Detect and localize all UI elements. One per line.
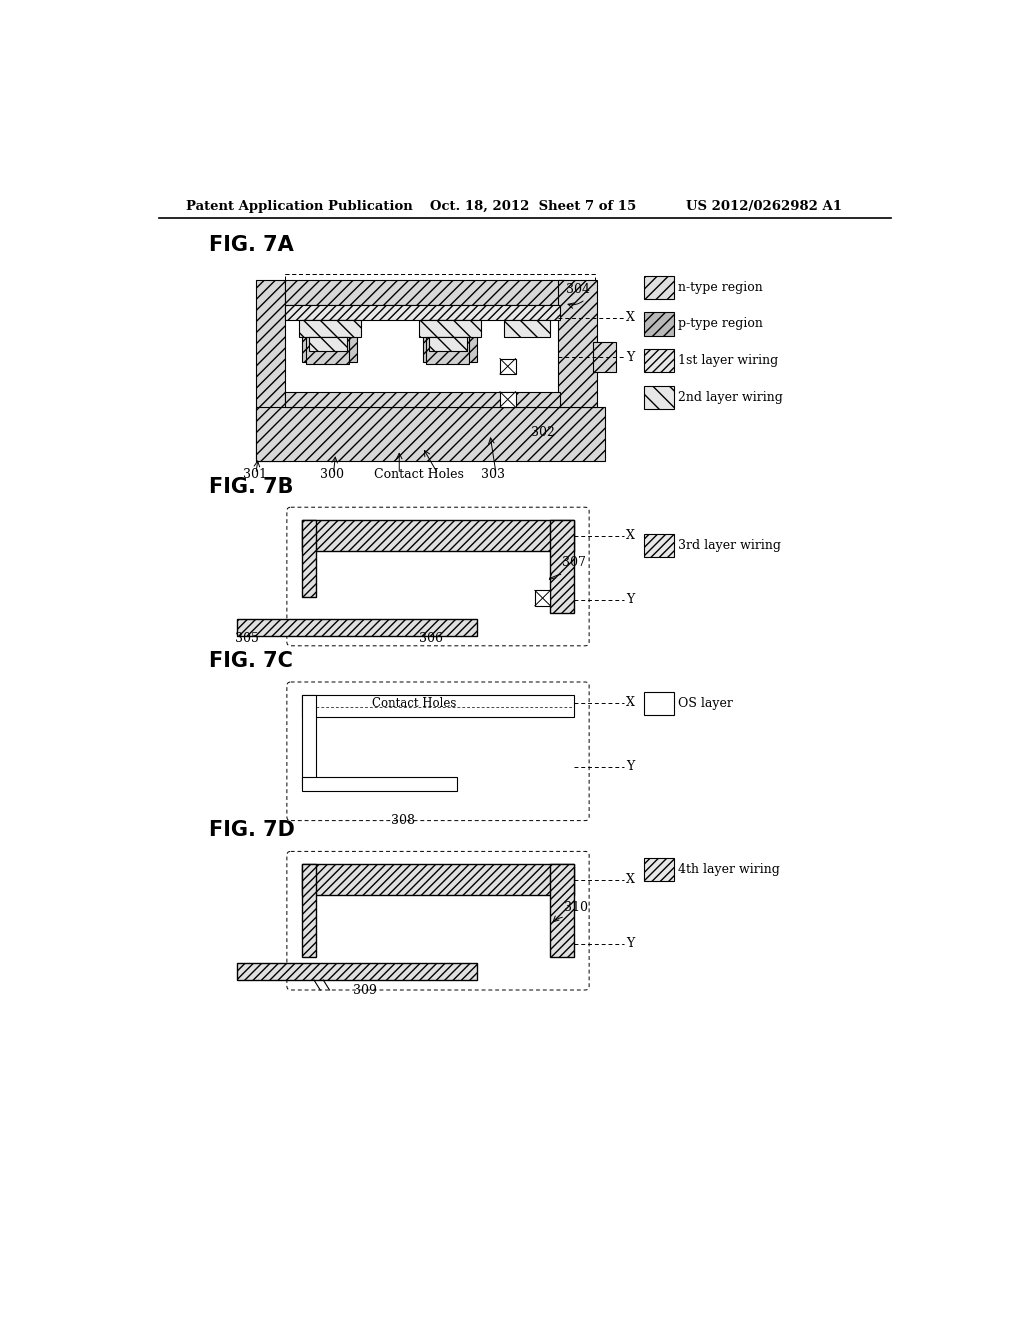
Bar: [558, 280, 597, 407]
Text: 307: 307: [562, 557, 586, 569]
Text: Y: Y: [627, 593, 635, 606]
Text: FIG. 7D: FIG. 7D: [209, 820, 295, 840]
Bar: [286, 305, 560, 321]
Text: X: X: [627, 529, 635, 543]
Text: 309: 309: [352, 983, 377, 997]
Text: 305: 305: [234, 632, 259, 645]
Text: FIG. 7C: FIG. 7C: [209, 651, 293, 671]
Bar: [593, 342, 616, 372]
Text: X: X: [627, 696, 635, 709]
Text: FIG. 7B: FIG. 7B: [209, 478, 293, 498]
Text: Patent Application Publication: Patent Application Publication: [186, 199, 413, 213]
Bar: [500, 359, 515, 374]
Text: 3rd layer wiring: 3rd layer wiring: [678, 539, 781, 552]
Bar: [302, 696, 573, 717]
Text: US 2012/0262982 A1: US 2012/0262982 A1: [686, 199, 842, 213]
Bar: [237, 964, 477, 979]
Text: 301: 301: [243, 469, 266, 480]
Text: Y: Y: [627, 351, 635, 363]
Bar: [237, 619, 477, 636]
Bar: [500, 392, 515, 407]
Bar: [302, 865, 573, 895]
Bar: [644, 313, 674, 335]
Bar: [644, 858, 674, 880]
Bar: [302, 776, 458, 791]
Bar: [286, 280, 564, 305]
Text: 302: 302: [531, 425, 555, 438]
Text: 306: 306: [419, 632, 442, 645]
Text: X: X: [627, 874, 635, 887]
Bar: [302, 865, 316, 957]
Bar: [299, 321, 360, 337]
Bar: [286, 392, 560, 407]
Bar: [644, 387, 674, 409]
Text: 310: 310: [563, 900, 588, 913]
Text: 2nd layer wiring: 2nd layer wiring: [678, 391, 783, 404]
Text: 300: 300: [321, 469, 344, 480]
Bar: [302, 520, 316, 597]
Text: p-type region: p-type region: [678, 317, 763, 330]
Bar: [504, 321, 550, 337]
Text: 303: 303: [480, 469, 505, 480]
Bar: [286, 275, 595, 280]
Text: X: X: [627, 312, 635, 325]
Text: 4th layer wiring: 4th layer wiring: [678, 862, 780, 875]
Bar: [535, 590, 550, 606]
Text: OS layer: OS layer: [678, 697, 733, 710]
Bar: [302, 696, 316, 788]
Text: Y: Y: [627, 937, 635, 950]
Bar: [644, 692, 674, 715]
Text: n-type region: n-type region: [678, 281, 763, 294]
Text: 1st layer wiring: 1st layer wiring: [678, 354, 778, 367]
Text: Contact Holes: Contact Holes: [375, 469, 464, 480]
Bar: [306, 337, 349, 364]
Bar: [302, 321, 356, 363]
Bar: [423, 321, 477, 363]
Bar: [644, 350, 674, 372]
Bar: [429, 337, 467, 351]
Bar: [256, 280, 286, 461]
Text: 304: 304: [566, 284, 590, 296]
Text: FIG. 7A: FIG. 7A: [209, 235, 293, 255]
Bar: [426, 337, 469, 364]
Text: 308: 308: [391, 814, 416, 828]
Bar: [419, 321, 480, 337]
Text: Y: Y: [627, 760, 635, 774]
Bar: [256, 407, 604, 461]
Text: Contact Holes: Contact Holes: [372, 697, 457, 710]
Bar: [644, 276, 674, 300]
Bar: [644, 535, 674, 557]
Text: Oct. 18, 2012  Sheet 7 of 15: Oct. 18, 2012 Sheet 7 of 15: [430, 199, 637, 213]
Bar: [550, 520, 573, 612]
Bar: [550, 865, 573, 957]
Bar: [308, 337, 347, 351]
Bar: [302, 520, 573, 552]
